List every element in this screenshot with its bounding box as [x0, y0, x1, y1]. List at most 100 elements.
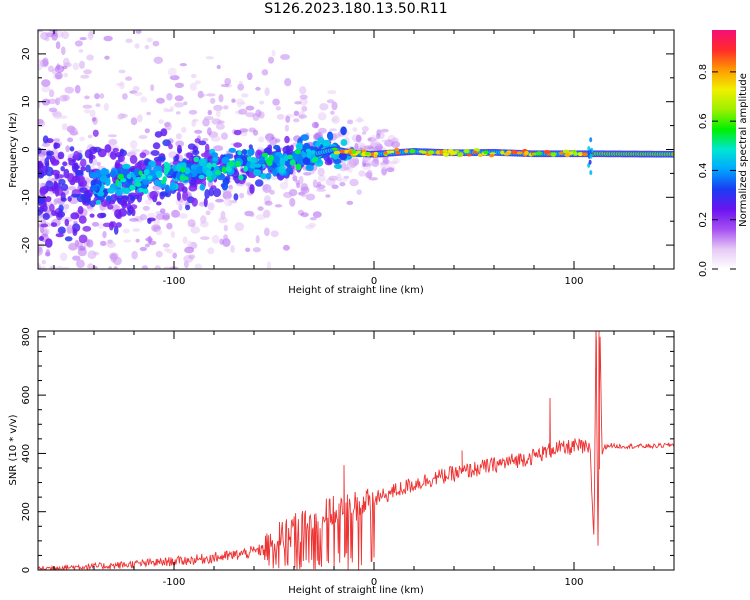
spectrogram-blob [361, 131, 367, 135]
spectrogram-blob [289, 144, 294, 151]
spectrogram-blob [175, 133, 182, 140]
spectrogram-xlabel: Height of straight line (km) [288, 285, 424, 296]
spectrogram-blob [63, 203, 70, 210]
spectrogram-blob [207, 127, 212, 136]
spectrogram-blob [121, 199, 128, 209]
spectrogram-blob [238, 174, 244, 181]
spectrogram-blob [149, 191, 159, 200]
spectrogram-blob [169, 181, 177, 191]
spectrogram-blob [228, 184, 233, 189]
spectrogram-blob [331, 184, 339, 190]
spectrogram-blob [41, 259, 46, 265]
spectrogram-blob [504, 152, 511, 156]
spectrogram-blob [175, 140, 185, 147]
spectrogram-blob [588, 149, 592, 155]
x-tick-label: 0 [371, 577, 377, 588]
spectrogram-blob [35, 318, 43, 326]
spectrogram-blob [55, 266, 65, 269]
spectrogram-blob [200, 221, 209, 228]
snr-xlabel: Height of straight line (km) [288, 585, 424, 596]
spectrogram-blob [219, 238, 224, 245]
spectrogram-blob [92, 129, 99, 137]
spectrogram-blob [175, 111, 181, 115]
spectrogram-blob [268, 154, 274, 162]
spectrogram-blob [109, 255, 117, 259]
spectrogram-blob [77, 206, 84, 215]
colorbar-tick-label: 0.2 [698, 212, 709, 228]
spectrogram-blob [156, 161, 161, 166]
spectrogram-blob [60, 252, 68, 262]
spectrogram-blob [46, 285, 50, 294]
spectrogram-blob [44, 301, 49, 307]
spectrogram-blob [257, 146, 264, 151]
spectrogram-blob [83, 69, 92, 75]
spectrogram-blob [349, 178, 359, 187]
spectrogram-blob [264, 87, 270, 96]
spectrogram-blob [122, 93, 128, 100]
spectrogram-blob [210, 135, 221, 142]
spectrogram-blob [144, 199, 153, 205]
spectrogram-blob [40, 31, 50, 40]
spectrogram-blob [262, 209, 271, 218]
spectrogram-blob [152, 40, 160, 47]
spectrogram-blob [275, 106, 281, 111]
spectrogram-blob [186, 152, 192, 159]
spectrogram-blob [358, 170, 366, 177]
spectrogram-blob [122, 168, 130, 176]
spectrogram-blob [207, 247, 215, 255]
spectrogram-blob [39, 186, 47, 196]
spectrogram-blob [200, 236, 210, 241]
spectrogram-blob [102, 189, 108, 197]
spectrogram-blob [68, 316, 73, 324]
spectrogram-blob [122, 303, 127, 312]
spectrogram-heatmap [35, 0, 674, 326]
spectrogram-blob [184, 167, 191, 175]
spectrogram-blob [41, 79, 51, 87]
spectrogram-blob [317, 167, 325, 177]
spectrogram-blob [589, 137, 593, 143]
spectrogram-blob [177, 148, 182, 154]
spectrogram-blob [180, 166, 186, 173]
spectrogram-blob [249, 213, 255, 217]
spectrogram-blob [37, 21, 42, 25]
spectrogram-blob [120, 186, 127, 193]
spectrogram-blob [134, 277, 140, 286]
spectrogram-blob [107, 134, 118, 138]
spectrogram-blob [202, 118, 210, 127]
spectrogram-blob [214, 170, 222, 176]
spectrogram-blob [239, 128, 249, 133]
spectrogram-blob [472, 150, 478, 154]
spectrogram-blob [41, 85, 51, 93]
spectrogram-blob [346, 200, 354, 205]
spectrogram-blob [319, 103, 329, 111]
spectrogram-blob [371, 134, 376, 140]
spectrogram-blob [103, 291, 112, 295]
spectrogram-blob [170, 231, 175, 238]
spectrogram-blob [86, 239, 94, 248]
spectrogram-blob [56, 211, 66, 218]
spectrogram-blob [155, 229, 163, 236]
spectrogram-blob [194, 80, 201, 85]
spectrogram-blob [88, 152, 94, 161]
spectrogram-blob [146, 111, 151, 116]
spectrogram-blob [156, 201, 162, 206]
spectrogram-blob [87, 263, 94, 269]
spectrogram-blob [63, 72, 69, 78]
spectrogram-blob [258, 136, 265, 143]
spectrogram-blob [202, 316, 210, 320]
spectrogram-blob [190, 73, 197, 78]
spectrogram-blob [254, 163, 262, 168]
spectrogram-blob [126, 280, 131, 284]
spectrogram-blob [206, 176, 212, 181]
spectrogram-blob [404, 149, 409, 154]
spectrogram-blob [174, 102, 185, 108]
spectrogram-blob [166, 222, 173, 230]
spectrogram-blob [145, 237, 153, 242]
spectrogram-blob [35, 309, 44, 312]
spectrogram-blob [156, 0, 165, 7]
spectrogram-blob [135, 182, 142, 188]
spectrogram-blob [252, 247, 261, 253]
spectrogram-blob [141, 265, 149, 269]
spectrogram-blob [54, 71, 63, 80]
spectrogram-blob [395, 141, 401, 147]
